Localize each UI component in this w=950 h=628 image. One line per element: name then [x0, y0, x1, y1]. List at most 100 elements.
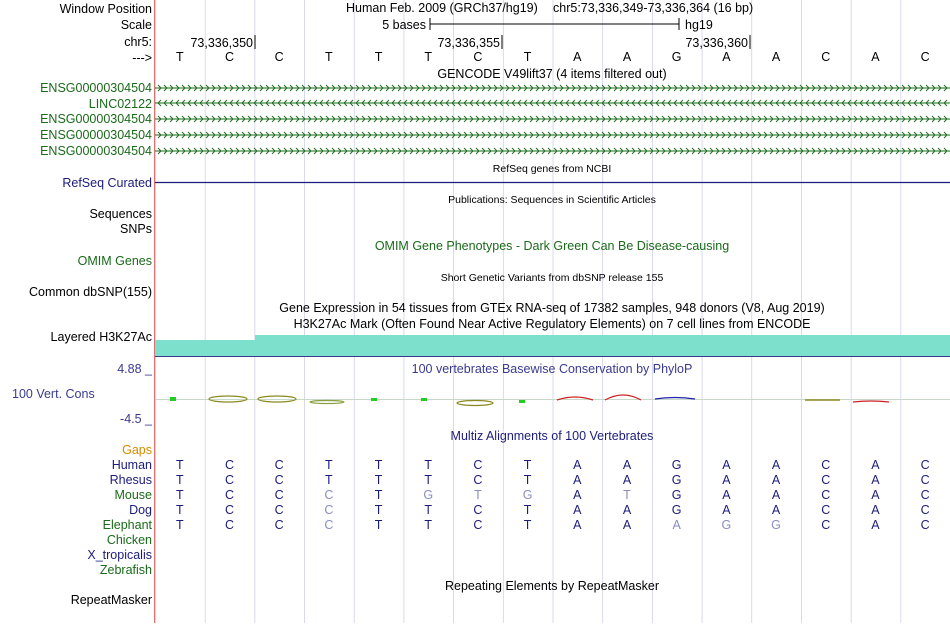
alignment-base-human: A — [623, 458, 632, 472]
reference-base: T — [375, 50, 383, 64]
species-label-elephant[interactable]: Elephant — [103, 518, 152, 532]
gaps-label[interactable]: Gaps — [122, 443, 152, 457]
alignment-base-human: C — [473, 458, 482, 472]
reference-base: C — [921, 50, 930, 64]
common-dbsnp-label[interactable]: Common dbSNP(155) — [29, 285, 152, 299]
alignment-base-rhesus: C — [921, 473, 930, 487]
reference-base: T — [424, 50, 432, 64]
alignment-base-elephant: C — [275, 518, 284, 532]
alignment-base-human: T — [424, 458, 432, 472]
species-label-human[interactable]: Human — [112, 458, 152, 472]
alignment-base-elephant: A — [871, 518, 880, 532]
alignment-base-human: T — [375, 458, 383, 472]
alignment-base-dog: C — [275, 503, 284, 517]
species-label-rhesus[interactable]: Rhesus — [110, 473, 152, 487]
scale-text: 5 bases — [382, 18, 426, 32]
h3k27ac-track-title: H3K27Ac Mark (Often Found Near Active Re… — [294, 317, 811, 331]
sequences-label[interactable]: Sequences — [89, 207, 152, 221]
alignment-base-mouse: T — [176, 488, 184, 502]
layered-h3k27ac-label[interactable]: Layered H3K27Ac — [51, 330, 152, 344]
species-label-zebrafish[interactable]: Zebrafish — [100, 563, 152, 577]
alignment-base-mouse: C — [225, 488, 234, 502]
reference-base: C — [275, 50, 284, 64]
alignment-base-human: T — [325, 458, 333, 472]
alignment-base-dog: T — [524, 503, 532, 517]
alignment-base-human: G — [672, 458, 682, 472]
coord-tick-label-3: 73,336,360 — [685, 36, 748, 50]
reference-base: A — [871, 50, 880, 64]
species-label-chicken[interactable]: Chicken — [107, 533, 152, 547]
repeatmasker-label[interactable]: RepeatMasker — [71, 593, 152, 607]
gencode-gene-feature[interactable] — [155, 116, 950, 122]
scale-label: Scale — [121, 18, 152, 32]
reference-base: G — [672, 50, 682, 64]
browser-canvas[interactable]: Human Feb. 2009 (GRCh37/hg19) chr5:73,33… — [155, 0, 950, 623]
multiz-track-title: Multiz Alignments of 100 Vertebrates — [451, 429, 654, 443]
alignment-base-elephant: A — [623, 518, 632, 532]
alignment-base-elephant: C — [225, 518, 234, 532]
alignment-base-elephant: T — [176, 518, 184, 532]
browser-image-area[interactable]: Human Feb. 2009 (GRCh37/hg19) chr5:73,33… — [155, 0, 950, 623]
gencode-gene-feature[interactable] — [155, 85, 950, 91]
gencode-gene-label-1[interactable]: ENSG00000304504 — [40, 81, 152, 95]
alignment-base-rhesus: C — [821, 473, 830, 487]
snps-label[interactable]: SNPs — [120, 222, 152, 236]
reference-base: C — [473, 50, 482, 64]
gencode-gene-label-4[interactable]: ENSG00000304504 — [40, 128, 152, 142]
gencode-gene-label-5[interactable]: ENSG00000304504 — [40, 144, 152, 158]
alignment-base-human: T — [524, 458, 532, 472]
gencode-gene-feature[interactable] — [155, 148, 950, 154]
alignment-base-elephant: C — [921, 518, 930, 532]
alignment-base-rhesus: A — [573, 473, 582, 487]
alignment-base-elephant: T — [424, 518, 432, 532]
alignment-base-human: A — [722, 458, 731, 472]
alignment-base-elephant: G — [771, 518, 781, 532]
refseq-curated-label[interactable]: RefSeq Curated — [62, 176, 152, 190]
gencode-gene-feature[interactable] — [155, 100, 950, 106]
alignment-base-elephant: T — [375, 518, 383, 532]
alignment-base-dog: A — [573, 503, 582, 517]
window-position-label: Window Position — [60, 2, 152, 16]
alignment-base-human: C — [225, 458, 234, 472]
gencode-gene-label-3[interactable]: ENSG00000304504 — [40, 112, 152, 126]
alignment-base-rhesus: C — [225, 473, 234, 487]
alignment-base-mouse: A — [573, 488, 582, 502]
species-label-x-tropicalis[interactable]: X_tropicalis — [87, 548, 152, 562]
alignment-base-rhesus: C — [275, 473, 284, 487]
alignment-base-rhesus: T — [375, 473, 383, 487]
vert-cons-label[interactable]: 100 Vert. Cons — [12, 387, 95, 401]
gencode-gene-feature[interactable] — [155, 132, 950, 138]
alignment-base-mouse: A — [722, 488, 731, 502]
phylop-conservation-plot[interactable] — [155, 395, 950, 406]
gencode-track[interactable] — [155, 85, 950, 154]
alignment-base-dog: C — [921, 503, 930, 517]
chrom-label: chr5: — [124, 35, 152, 49]
species-label-dog[interactable]: Dog — [129, 503, 152, 517]
strand-arrow-label: ---> — [132, 51, 152, 65]
alignment-base-dog: T — [176, 503, 184, 517]
alignment-base-mouse: G — [672, 488, 682, 502]
h3k27ac-signal[interactable] — [155, 335, 950, 357]
species-label-mouse[interactable]: Mouse — [114, 488, 152, 502]
alignment-base-mouse: C — [921, 488, 930, 502]
coord-tick-label-1: 73,336,350 — [190, 36, 253, 50]
reference-base: C — [225, 50, 234, 64]
alignment-base-rhesus: T — [176, 473, 184, 487]
alignment-base-dog: C — [821, 503, 830, 517]
dbsnp-track-title: Short Genetic Variants from dbSNP releas… — [441, 272, 664, 284]
reference-base: T — [325, 50, 333, 64]
coord-tick-label-2: 73,336,355 — [437, 36, 500, 50]
position-text: chr5:73,336,349-73,336,364 (16 bp) — [553, 1, 753, 15]
alignment-base-mouse: T — [474, 488, 482, 502]
phylop-track-title: 100 vertebrates Basewise Conservation by… — [412, 362, 693, 376]
alignment-base-dog: G — [672, 503, 682, 517]
omim-genes-label[interactable]: OMIM Genes — [78, 254, 152, 268]
reference-base: C — [821, 50, 830, 64]
gencode-gene-label-2[interactable]: LINC02122 — [89, 97, 152, 111]
reference-base: A — [623, 50, 632, 64]
phylop-min-label: -4.5 _ — [120, 412, 152, 426]
alignment-base-elephant: A — [573, 518, 582, 532]
alignment-base-rhesus: A — [722, 473, 731, 487]
reference-base: T — [524, 50, 532, 64]
phylop-max-label: 4.88 _ — [117, 362, 152, 376]
